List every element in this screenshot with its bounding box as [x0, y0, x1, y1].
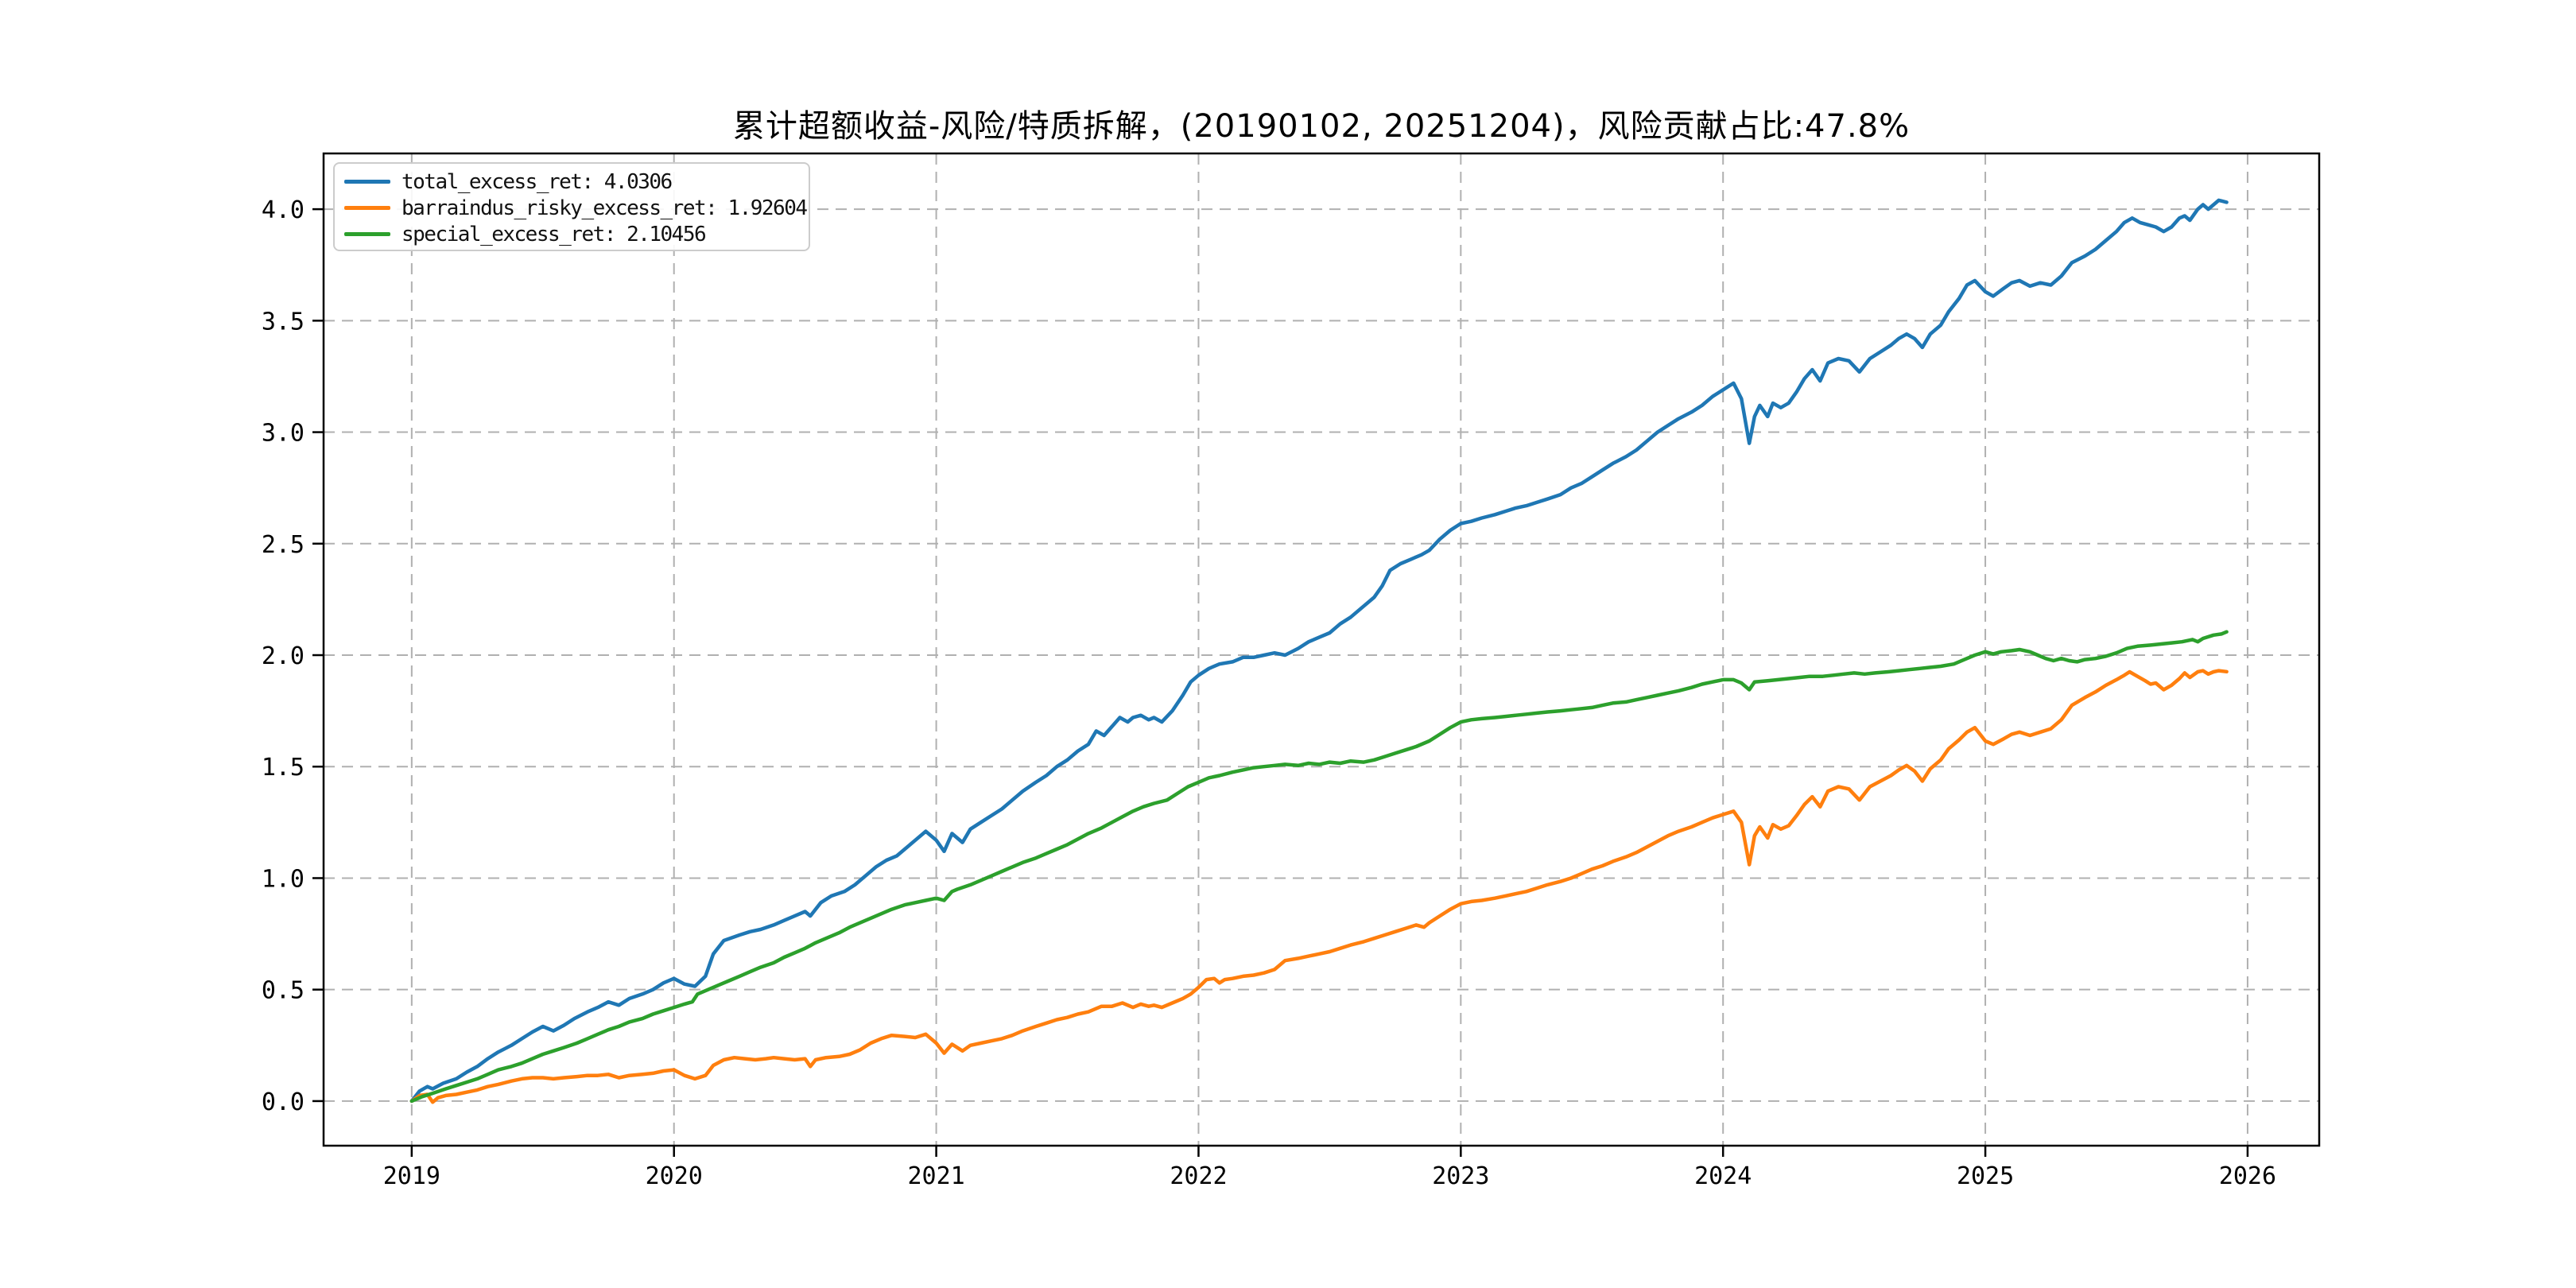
barraindus_risky_excess_ret-line [409, 669, 2229, 1104]
y-tick-label-1.5: 1.5 [262, 754, 305, 782]
x-tick-label-2026: 2026 [2219, 1162, 2276, 1190]
y-tick-label-3.0: 3.0 [262, 420, 305, 448]
legend-swatch-total-excess-ret [344, 180, 390, 184]
legend-item-total-excess-ret: total_excess_ret: 4.0306 [344, 169, 809, 195]
legend-swatch-special-excess-ret [344, 232, 390, 236]
legend-label-barraindus-risky-excess-ret: barraindus_risky_excess_ret: 1.92604 [402, 196, 808, 220]
legend: total_excess_ret: 4.0306 barraindus_risk… [333, 162, 810, 251]
legend-swatch-barraindus-risky-excess-ret [344, 206, 390, 210]
x-tick-label-2022: 2022 [1170, 1162, 1227, 1190]
y-tick-label-3.5: 3.5 [262, 308, 305, 336]
special_excess_ret-line [409, 630, 2229, 1104]
plot-border [322, 152, 2321, 1147]
total_excess_ret-line [409, 198, 2229, 1104]
chart-title: 累计超额收益-风险/特质拆解，(20190102, 20251204)，风险贡献… [732, 108, 1911, 145]
x-tick-label-2019: 2019 [383, 1162, 440, 1190]
x-tick-label-2024: 2024 [1694, 1162, 1752, 1190]
legend-label-total-excess-ret: total_excess_ret: 4.0306 [402, 169, 673, 194]
y-tick-label-0.5: 0.5 [262, 977, 305, 1005]
x-tick-label-2021: 2021 [907, 1162, 964, 1190]
x-tick-label-2020: 2020 [646, 1162, 703, 1190]
x-tick-label-2023: 2023 [1432, 1162, 1489, 1190]
y-tick-label-2.5: 2.5 [262, 531, 305, 559]
y-tick-label-2.0: 2.0 [262, 642, 305, 670]
y-tick-label-1.0: 1.0 [262, 865, 305, 893]
legend-item-barraindus-risky-excess-ret: barraindus_risky_excess_ret: 1.92604 [344, 195, 809, 221]
y-tick-label-4.0: 4.0 [262, 196, 305, 224]
y-tick-label-0.0: 0.0 [262, 1088, 305, 1116]
x-tick-label-2025: 2025 [1957, 1162, 2014, 1190]
legend-label-special-excess-ret: special_excess_ret: 2.10456 [402, 222, 707, 246]
legend-item-special-excess-ret: special_excess_ret: 2.10456 [344, 221, 809, 247]
